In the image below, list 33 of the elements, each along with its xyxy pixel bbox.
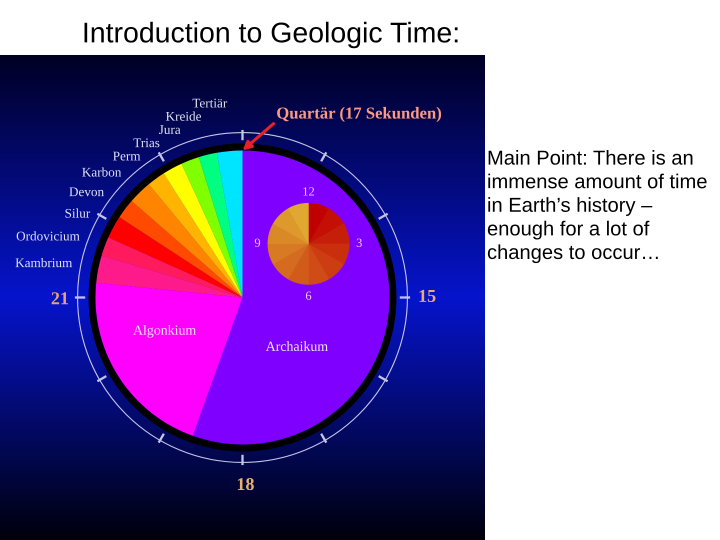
slice-label: Jura: [158, 125, 180, 134]
slice-label: Archaikum: [266, 341, 328, 351]
pie-slice: [108, 217, 242, 298]
pie-slice: [164, 164, 242, 298]
slice-label: Trias: [133, 138, 160, 148]
pie-slice: [119, 200, 242, 298]
text: 21: [52, 292, 68, 304]
text: 9: [254, 238, 260, 247]
slice-label: Karbon: [82, 167, 122, 177]
text: Quartär (17 Sekunden): [277, 106, 442, 122]
slice-label: Algonkium: [133, 324, 196, 338]
pie-slice: [182, 157, 242, 298]
slice-label: Kambrium: [16, 258, 72, 268]
text: 12: [303, 187, 314, 196]
chart-title: Introduction to Geologic Time:: [84, 22, 458, 48]
pie-slice: [102, 237, 242, 298]
text: 15: [420, 290, 436, 302]
slice-label: Kreide: [166, 111, 202, 121]
pie-slice: [96, 282, 242, 436]
text: 6: [306, 291, 312, 300]
slice-label: Silur: [65, 208, 90, 218]
slice-label: Devon: [69, 187, 104, 196]
text: 18: [238, 478, 254, 490]
pie-slice: [148, 173, 242, 298]
pie-slice: [96, 256, 242, 298]
pie-slice: [198, 152, 242, 298]
slice-label: Ordovicium: [16, 231, 80, 241]
text: Main Point: There is an immense amount of time in Earth’s history – enough for a lot of changes to occur…: [488, 150, 707, 264]
text: 3: [356, 238, 362, 247]
pie-slice: [216, 150, 242, 298]
pie-slice: [132, 184, 242, 298]
slice-label: Perm: [113, 152, 140, 160]
slice-label: Tertiär: [192, 98, 228, 108]
